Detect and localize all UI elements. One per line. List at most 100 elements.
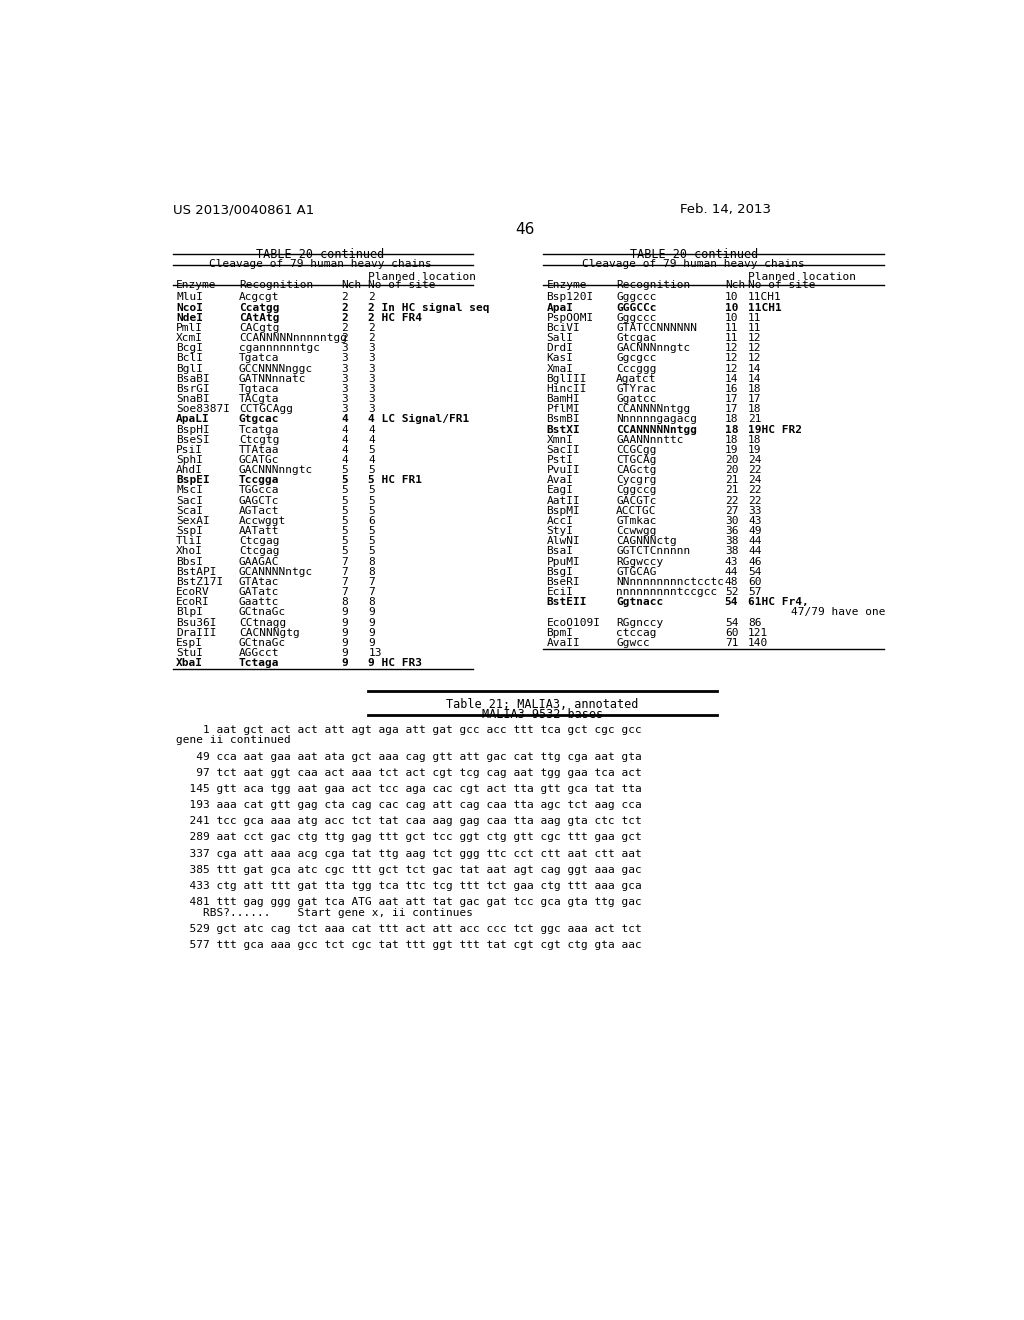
Text: 7: 7 xyxy=(341,566,348,577)
Text: BsrGI: BsrGI xyxy=(176,384,210,393)
Text: 2: 2 xyxy=(341,293,348,302)
Text: BciVI: BciVI xyxy=(547,323,581,333)
Text: Cleavage of 79 human heavy chains: Cleavage of 79 human heavy chains xyxy=(209,259,431,269)
Text: GGTCTCnnnnn: GGTCTCnnnnn xyxy=(616,546,690,557)
Text: Ggwcc: Ggwcc xyxy=(616,638,650,648)
Text: 3: 3 xyxy=(341,363,348,374)
Text: 7: 7 xyxy=(341,557,348,566)
Text: PsiI: PsiI xyxy=(176,445,203,455)
Text: 5: 5 xyxy=(369,486,375,495)
Text: 4: 4 xyxy=(341,455,348,465)
Text: 27: 27 xyxy=(725,506,738,516)
Text: 5: 5 xyxy=(369,506,375,516)
Text: ctccag: ctccag xyxy=(616,628,656,638)
Text: 14: 14 xyxy=(748,374,762,384)
Text: 7: 7 xyxy=(341,587,348,597)
Text: BclI: BclI xyxy=(176,354,203,363)
Text: BsaBI: BsaBI xyxy=(176,374,210,384)
Text: 12: 12 xyxy=(725,343,738,354)
Text: 12: 12 xyxy=(725,363,738,374)
Text: 8: 8 xyxy=(369,557,375,566)
Text: GTYrac: GTYrac xyxy=(616,384,656,393)
Text: ApaI: ApaI xyxy=(547,302,573,313)
Text: Tccgga: Tccgga xyxy=(239,475,280,486)
Text: 20: 20 xyxy=(725,465,738,475)
Text: GACNNNnngtc: GACNNNnngtc xyxy=(239,465,313,475)
Text: 2: 2 xyxy=(341,333,348,343)
Text: Nnnnnngagacg: Nnnnnngagacg xyxy=(616,414,697,424)
Text: Feb. 14, 2013: Feb. 14, 2013 xyxy=(680,203,771,216)
Text: BstXI: BstXI xyxy=(547,425,581,434)
Text: TABLE 20-continued: TABLE 20-continued xyxy=(256,248,384,261)
Text: 44: 44 xyxy=(748,546,762,557)
Text: 4: 4 xyxy=(341,425,348,434)
Text: US 2013/0040861 A1: US 2013/0040861 A1 xyxy=(173,203,314,216)
Text: Recognition: Recognition xyxy=(616,280,690,290)
Text: CCANNNNNntgg: CCANNNNNntgg xyxy=(616,425,697,434)
Text: ACCTGC: ACCTGC xyxy=(616,506,656,516)
Text: 4: 4 xyxy=(341,434,348,445)
Text: Gggccc: Gggccc xyxy=(616,293,656,302)
Text: 2 HC FR4: 2 HC FR4 xyxy=(369,313,422,322)
Text: AGGcct: AGGcct xyxy=(239,648,280,659)
Text: GACGTc: GACGTc xyxy=(616,496,656,506)
Text: AatII: AatII xyxy=(547,496,581,506)
Text: CAGNNNctg: CAGNNNctg xyxy=(616,536,677,546)
Text: 10: 10 xyxy=(725,293,738,302)
Text: 193 aaa cat gtt gag cta cag cac cag att cag caa tta agc tct aag cca: 193 aaa cat gtt gag cta cag cac cag att … xyxy=(176,800,642,810)
Text: KasI: KasI xyxy=(547,354,573,363)
Text: SacI: SacI xyxy=(176,496,203,506)
Text: CACNNNgtg: CACNNNgtg xyxy=(239,628,300,638)
Text: 5: 5 xyxy=(341,516,348,525)
Text: Ggtnacc: Ggtnacc xyxy=(616,598,664,607)
Text: 3: 3 xyxy=(369,343,375,354)
Text: Tctaga: Tctaga xyxy=(239,659,280,668)
Text: BcgI: BcgI xyxy=(176,343,203,354)
Text: SnaBI: SnaBI xyxy=(176,395,210,404)
Text: Enzyme: Enzyme xyxy=(176,280,216,290)
Text: BglIII: BglIII xyxy=(547,374,587,384)
Text: 52: 52 xyxy=(725,587,738,597)
Text: 18: 18 xyxy=(748,404,762,414)
Text: 14: 14 xyxy=(748,363,762,374)
Text: 46: 46 xyxy=(748,557,762,566)
Text: 11CH1: 11CH1 xyxy=(748,293,781,302)
Text: 2 In HC signal seq: 2 In HC signal seq xyxy=(369,302,489,313)
Text: GACNNNnngtc: GACNNNnngtc xyxy=(616,343,690,354)
Text: 385 ttt gat gca atc cgc ttt gct tct gac tat aat agt cag ggt aaa gac: 385 ttt gat gca atc cgc ttt gct tct gac … xyxy=(176,865,642,875)
Text: 49: 49 xyxy=(748,527,762,536)
Text: RGgwccy: RGgwccy xyxy=(616,557,664,566)
Text: CCtnagg: CCtnagg xyxy=(239,618,286,627)
Text: Enzyme: Enzyme xyxy=(547,280,587,290)
Text: 47/79 have one: 47/79 have one xyxy=(791,607,885,618)
Text: 38: 38 xyxy=(725,546,738,557)
Text: 145 gtt aca tgg aat gaa act tcc aga cac cgt act tta gtt gca tat tta: 145 gtt aca tgg aat gaa act tcc aga cac … xyxy=(176,784,642,793)
Text: Ggcgcc: Ggcgcc xyxy=(616,354,656,363)
Text: 57: 57 xyxy=(748,587,762,597)
Text: 5: 5 xyxy=(369,465,375,475)
Text: BseSI: BseSI xyxy=(176,434,210,445)
Text: Ctcgtg: Ctcgtg xyxy=(239,434,280,445)
Text: PpuMI: PpuMI xyxy=(547,557,581,566)
Text: Agatct: Agatct xyxy=(616,374,656,384)
Text: 18: 18 xyxy=(725,434,738,445)
Text: CCTGCAgg: CCTGCAgg xyxy=(239,404,293,414)
Text: 48: 48 xyxy=(725,577,738,587)
Text: 4: 4 xyxy=(369,455,375,465)
Text: 21: 21 xyxy=(748,414,762,424)
Text: 6: 6 xyxy=(369,516,375,525)
Text: 5: 5 xyxy=(369,546,375,557)
Text: StuI: StuI xyxy=(176,648,203,659)
Text: BsaI: BsaI xyxy=(547,546,573,557)
Text: TTAtaa: TTAtaa xyxy=(239,445,280,455)
Text: 9: 9 xyxy=(341,638,348,648)
Text: 4: 4 xyxy=(369,425,375,434)
Text: 5: 5 xyxy=(341,506,348,516)
Text: GTATCCNNNNNN: GTATCCNNNNNN xyxy=(616,323,697,333)
Text: BstAPI: BstAPI xyxy=(176,566,216,577)
Text: 5: 5 xyxy=(341,546,348,557)
Text: 3: 3 xyxy=(341,343,348,354)
Text: GGGCCc: GGGCCc xyxy=(616,302,656,313)
Text: 49 cca aat gaa aat ata gct aaa cag gtt att gac cat ttg cga aat gta: 49 cca aat gaa aat ata gct aaa cag gtt a… xyxy=(176,751,642,762)
Text: DrdI: DrdI xyxy=(547,343,573,354)
